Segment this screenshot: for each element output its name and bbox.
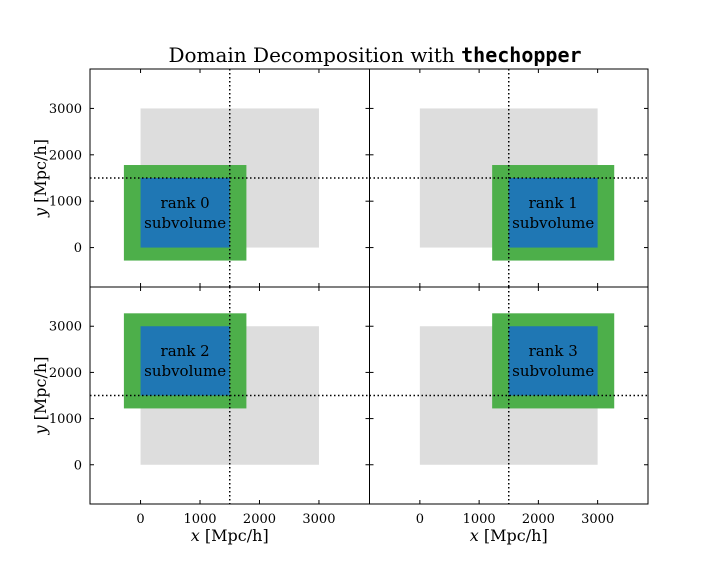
x-tick-label: 1000 [463, 512, 496, 527]
x-tick-label: 0 [136, 512, 144, 527]
y-axis-label-top: y [Mpc/h] [31, 139, 50, 218]
panel-rank-2: rank 2 subvolume 0 1000 2000 3000 0 1000 2000 300… [49, 286, 370, 527]
x-tick-label: 3000 [581, 512, 614, 527]
panel-rank-0: rank 0 subvolume 0 1000 2000 3000 [49, 68, 370, 288]
rank-label: rank 1 [529, 194, 578, 212]
x-axis-label-right: x [Mpc/h] [470, 526, 548, 545]
y-tick-label: 3000 [49, 102, 82, 117]
subvolume-label: subvolume [512, 362, 594, 380]
axes-labels: x [Mpc/h] x [Mpc/h] y [Mpc/h] y [Mpc/h] [31, 139, 548, 545]
y-axis-label-bottom: y [Mpc/h] [31, 357, 50, 436]
y-tick-label: 2000 [49, 148, 82, 163]
figure-title: Domain Decomposition with thechopper [168, 43, 581, 67]
y-tick-label: 0 [74, 458, 82, 473]
y-tick-label: 2000 [49, 366, 82, 381]
subvolume-rect [508, 178, 598, 248]
subvolume-rect [508, 326, 598, 396]
panels-grid: rank 0 subvolume 0 1000 2000 3000 rank 1 subvol… [49, 68, 649, 527]
subvolume-rect [140, 326, 230, 396]
y-tick-label: 1000 [49, 412, 82, 427]
panel-plot-area [369, 287, 648, 504]
x-tick-label: 2000 [522, 512, 555, 527]
y-tick-label: 1000 [49, 195, 82, 210]
panel-plot-area [369, 69, 648, 287]
x-axis-label-left: x [Mpc/h] [191, 526, 269, 545]
x-tick-label: 3000 [302, 512, 335, 527]
panel-rank-3: rank 3 subvolume 0 1000 2000 3000 [369, 286, 649, 527]
subvolume-label: subvolume [144, 362, 226, 380]
rank-label: rank 2 [161, 342, 210, 360]
y-tick-label: 3000 [49, 320, 82, 335]
x-tick-label: 2000 [243, 512, 276, 527]
rank-label: rank 0 [161, 194, 210, 212]
x-tick-label: 1000 [183, 512, 216, 527]
panel-plot-area [90, 69, 370, 287]
rank-label: rank 3 [529, 342, 578, 360]
panel-frame [369, 286, 649, 505]
subvolume-label: subvolume [512, 214, 594, 232]
panel-plot-area [90, 287, 370, 504]
subvolume-rect [140, 178, 230, 248]
x-tick-label: 0 [416, 512, 424, 527]
panel-rank-1: rank 1 subvolume [369, 68, 649, 288]
y-tick-label: 0 [74, 241, 82, 256]
subvolume-label: subvolume [144, 214, 226, 232]
